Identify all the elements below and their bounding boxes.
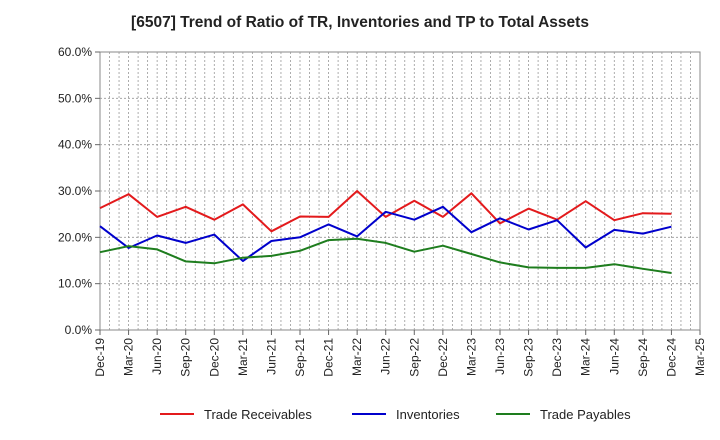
legend-label: Trade Receivables — [204, 407, 312, 422]
x-tick-label: Jun-20 — [150, 338, 164, 375]
y-axis-ticks: 0.0% 10.0% 20.0% 30.0% 40.0% 50.0% 60.0% — [58, 45, 100, 337]
x-tick-label: Jun-24 — [607, 338, 621, 375]
legend: Trade Receivables Inventories Trade Payabl… — [160, 407, 631, 422]
x-tick-label: Dec-23 — [550, 338, 564, 377]
x-tick-label: Mar-23 — [464, 338, 478, 376]
legend-label: Trade Payables — [540, 407, 631, 422]
x-tick-label: Mar-24 — [579, 338, 593, 376]
x-tick-label: Mar-21 — [236, 338, 250, 376]
x-tick-label: Jun-21 — [264, 338, 278, 375]
x-tick-label: Mar-25 — [693, 338, 707, 376]
x-tick-label: Sep-20 — [179, 338, 193, 377]
series-line-trade-payables — [99, 237, 672, 274]
series-lines — [99, 190, 672, 274]
y-tick-label: 60.0% — [58, 45, 92, 59]
y-tick-label: 0.0% — [65, 323, 93, 337]
y-tick-label: 10.0% — [58, 277, 92, 291]
series-line-trade-receivables — [99, 190, 672, 233]
x-tick-label: Jun-22 — [379, 338, 393, 375]
x-tick-label: Sep-23 — [522, 338, 536, 377]
chart-title: [6507] Trend of Ratio of TR, Inventories… — [131, 14, 589, 31]
x-axis-ticks: Dec-19 Mar-20 Jun-20 Sep-20 Dec-20 Mar-21 Jun-… — [93, 330, 707, 377]
x-tick-label: Dec-20 — [207, 338, 221, 377]
x-tick-label: Mar-22 — [350, 338, 364, 376]
x-tick-label: Sep-24 — [636, 338, 650, 377]
y-tick-label: 40.0% — [58, 138, 92, 152]
x-tick-label: Sep-21 — [293, 338, 307, 377]
series-line-inventories — [99, 205, 672, 262]
x-tick-label: Mar-20 — [122, 338, 136, 376]
x-tick-label: Dec-22 — [436, 338, 450, 377]
y-tick-label: 30.0% — [58, 184, 92, 198]
legend-label: Inventories — [396, 407, 460, 422]
x-tick-label: Sep-22 — [407, 338, 421, 377]
x-tick-label: Dec-24 — [664, 338, 678, 377]
y-tick-label: 20.0% — [58, 230, 92, 244]
grid-lines — [99, 51, 701, 331]
x-tick-label: Dec-19 — [93, 338, 107, 377]
x-tick-label: Jun-23 — [493, 338, 507, 375]
y-tick-label: 50.0% — [58, 91, 92, 105]
x-tick-label: Dec-21 — [322, 338, 336, 377]
